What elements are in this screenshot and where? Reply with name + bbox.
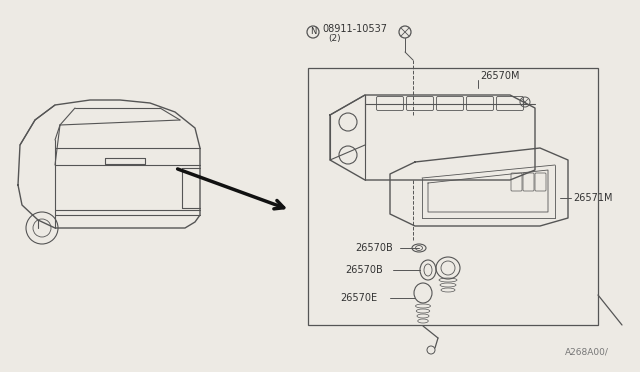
Bar <box>308 68 598 325</box>
Text: 26570M: 26570M <box>480 71 520 81</box>
Text: 26570E: 26570E <box>340 293 377 303</box>
Text: A268A00/: A268A00/ <box>565 347 609 356</box>
Text: N: N <box>310 28 316 36</box>
Text: 26570B: 26570B <box>345 265 383 275</box>
Text: (2): (2) <box>328 35 340 44</box>
Text: 26570B: 26570B <box>355 243 393 253</box>
Text: 26571M: 26571M <box>573 193 612 203</box>
Text: 08911-10537: 08911-10537 <box>322 24 387 34</box>
